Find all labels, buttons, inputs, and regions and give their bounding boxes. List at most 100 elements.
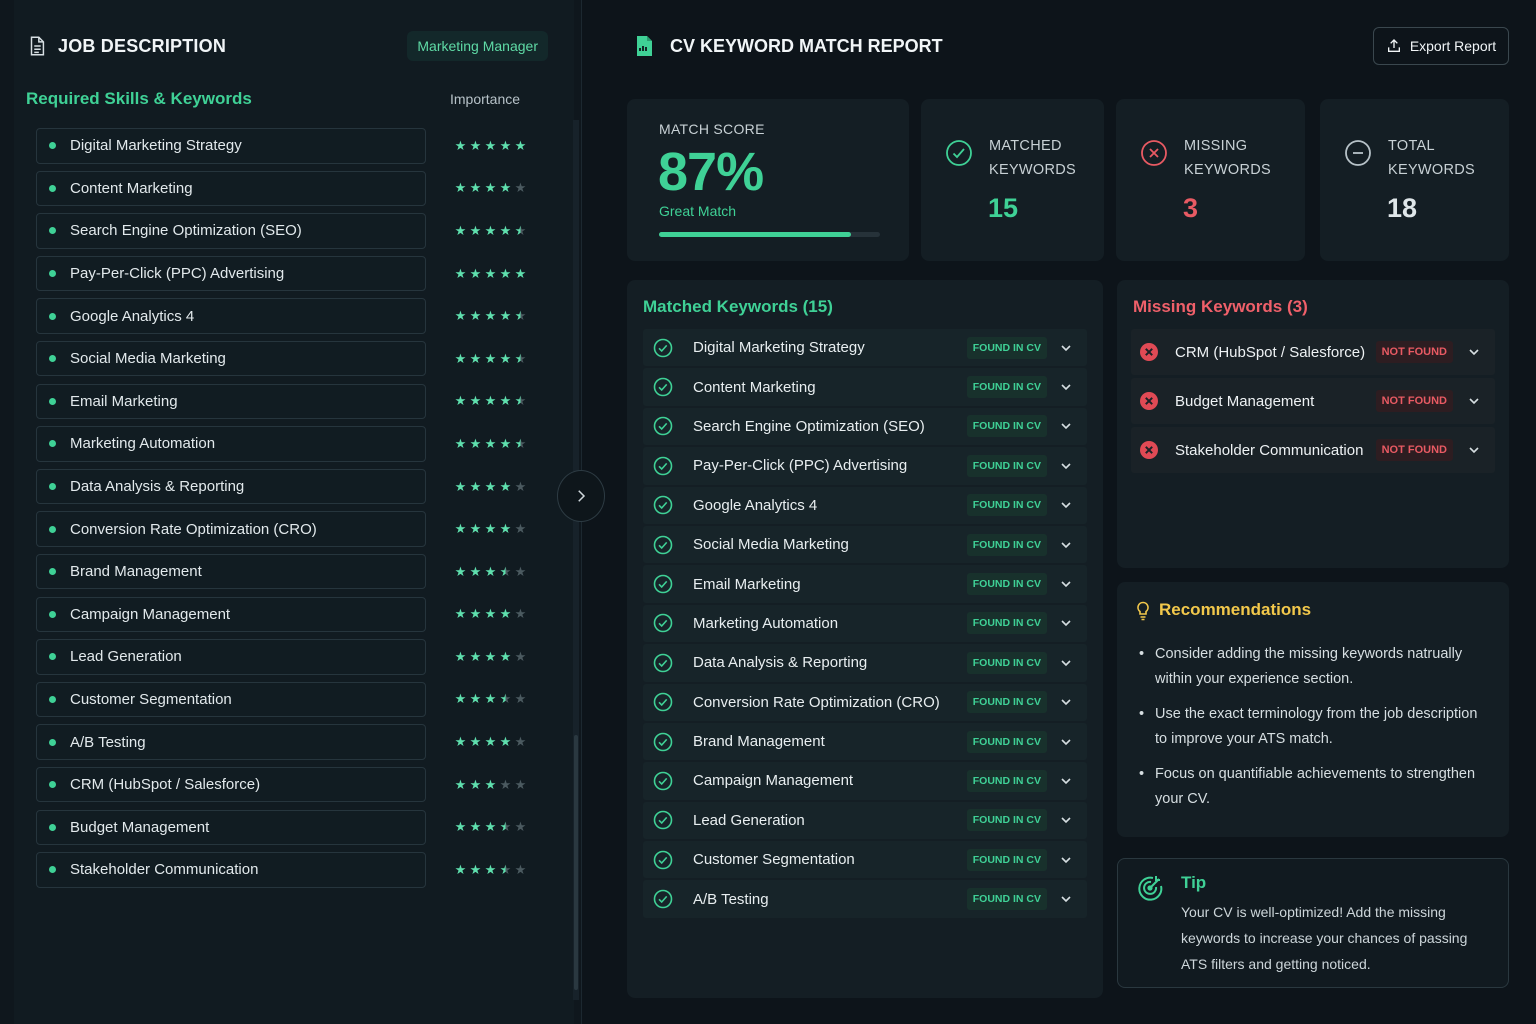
star-icon: ★ — [469, 265, 482, 281]
skill-name: Social Media Marketing — [70, 350, 226, 368]
matched-keyword-row[interactable]: Email Marketing FOUND IN CV — [643, 565, 1087, 603]
chevron-down-icon[interactable] — [1059, 577, 1073, 591]
check-circle-icon — [946, 140, 972, 166]
matched-keyword-row[interactable]: Customer Segmentation FOUND IN CV — [643, 841, 1087, 879]
missing-keyword-name: Budget Management — [1175, 392, 1315, 410]
skills-scrollbar-track[interactable] — [573, 120, 579, 1000]
star-icon: ★ — [484, 776, 497, 792]
chevron-down-icon[interactable] — [1059, 616, 1073, 630]
star-icon: ★ — [499, 648, 512, 664]
matched-keyword-row[interactable]: Brand Management FOUND IN CV — [643, 722, 1087, 761]
chevron-down-icon[interactable] — [1059, 774, 1073, 788]
chevron-down-icon[interactable] — [1467, 345, 1481, 359]
bullet-dot — [49, 695, 56, 703]
star-icon: ★ — [454, 308, 467, 324]
chevron-down-icon[interactable] — [1059, 380, 1073, 394]
star-icon: ★ — [454, 521, 467, 537]
matched-keyword-row[interactable]: Social Media Marketing FOUND IN CV — [643, 525, 1087, 564]
star-icon: ★ — [484, 521, 497, 537]
chevron-down-icon[interactable] — [1059, 853, 1073, 867]
matched-keyword-row[interactable]: Content Marketing FOUND IN CV — [643, 368, 1087, 406]
x-circle-icon — [1139, 440, 1159, 460]
importance-rating: ★ ★ ★ ★ ★ — [454, 734, 527, 750]
found-badge: FOUND IN CV — [966, 888, 1047, 911]
chevron-down-icon[interactable] — [1059, 813, 1073, 827]
chevron-down-icon[interactable] — [1059, 656, 1073, 670]
matched-keyword-row[interactable]: Data Analysis & Reporting FOUND IN CV — [643, 644, 1087, 682]
star-icon: ★ — [484, 691, 497, 707]
chevron-down-icon[interactable] — [1059, 892, 1073, 906]
chevron-down-icon[interactable] — [1467, 443, 1481, 457]
skill-row: A/B Testing ★ ★ ★ ★ ★ — [36, 724, 536, 760]
skill-item: Social Media Marketing — [36, 340, 426, 377]
upload-icon — [1387, 39, 1400, 52]
not-found-badge: NOT FOUND — [1375, 341, 1453, 363]
matched-keyword-row[interactable]: Campaign Management FOUND IN CV — [643, 762, 1087, 800]
star-icon: ★ — [514, 563, 527, 579]
chevron-down-icon[interactable] — [1059, 735, 1073, 749]
matched-keyword-row[interactable]: Google Analytics 4 FOUND IN CV — [643, 486, 1087, 524]
skill-row: CRM (HubSpot / Salesforce) ★ ★ ★ ★ ★ — [36, 766, 536, 803]
chevron-down-icon[interactable] — [1059, 419, 1073, 433]
matched-keyword-row[interactable]: Pay-Per-Click (PPC) Advertising FOUND IN … — [643, 447, 1087, 485]
skill-row: Social Media Marketing ★ ★ ★ ★ ★ — [36, 340, 536, 377]
missing-keyword-row[interactable]: Stakeholder Communication NOT FOUND — [1131, 427, 1495, 473]
matched-keywords-card: MATCHED KEYWORDS 15 — [921, 99, 1104, 261]
importance-rating: ★ ★ ★ ★ ★ — [454, 649, 527, 665]
tip-text: Your CV is well-optimized! Add the missi… — [1181, 904, 1468, 972]
x-circle-icon — [1139, 391, 1159, 411]
panel-toggle-button[interactable] — [557, 470, 605, 522]
star-icon: ★ — [454, 861, 467, 877]
chevron-down-icon[interactable] — [1059, 498, 1073, 512]
chevron-down-icon[interactable] — [1467, 394, 1481, 408]
match-quality: Great Match — [659, 203, 737, 219]
matched-keyword-name: Digital Marketing Strategy — [693, 339, 865, 357]
bullet-dot — [49, 866, 56, 874]
star-icon: ★ — [514, 350, 527, 366]
skill-row: Content Marketing ★ ★ ★ ★ ★ — [36, 170, 536, 207]
matched-keyword-row[interactable]: Marketing Automation FOUND IN CV — [643, 604, 1087, 643]
matched-keyword-row[interactable]: Search Engine Optimization (SEO) FOUND IN… — [643, 407, 1087, 446]
matched-keyword-name: Content Marketing — [693, 378, 816, 396]
star-icon: ★ — [484, 648, 497, 664]
total-keywords-count: 18 — [1387, 193, 1418, 223]
chevron-down-icon[interactable] — [1059, 341, 1073, 355]
star-icon: ★ — [499, 350, 512, 366]
star-icon: ★ — [484, 308, 497, 324]
skill-name: Search Engine Optimization (SEO) — [70, 222, 302, 240]
chevron-down-icon[interactable] — [1059, 538, 1073, 552]
bullet-dot — [49, 781, 56, 789]
matched-keyword-row[interactable]: Digital Marketing Strategy FOUND IN CV — [643, 329, 1087, 367]
matched-keyword-row[interactable]: Conversion Rate Optimization (CRO) FOUND … — [643, 683, 1087, 721]
role-badge: Marketing Manager — [407, 31, 548, 61]
star-icon: ★ — [499, 435, 512, 451]
star-icon: ★ — [469, 180, 482, 196]
skill-name: Content Marketing — [70, 179, 193, 197]
star-icon: ★ — [514, 265, 527, 281]
missing-keyword-row[interactable]: CRM (HubSpot / Salesforce) NOT FOUND — [1131, 329, 1495, 375]
star-icon: ★ — [499, 861, 512, 877]
skills-scrollbar-thumb[interactable] — [574, 735, 578, 990]
missing-keyword-row[interactable]: Budget Management NOT FOUND — [1131, 378, 1495, 424]
importance-rating: ★ ★ ★ ★ ★ — [454, 180, 527, 196]
chevron-down-icon[interactable] — [1059, 459, 1073, 473]
matched-keyword-name: Pay-Per-Click (PPC) Advertising — [693, 457, 908, 475]
matched-keyword-row[interactable]: A/B Testing FOUND IN CV — [643, 880, 1087, 918]
skill-row: Customer Segmentation ★ ★ ★ ★ ★ — [36, 681, 536, 718]
bullet-dot — [49, 227, 56, 235]
skill-row: Digital Marketing Strategy ★ ★ ★ ★ ★ — [36, 128, 536, 164]
bullet-dot — [49, 653, 56, 661]
export-report-button[interactable]: Export Report — [1373, 27, 1509, 65]
job-description-title: JOB DESCRIPTION — [58, 35, 227, 56]
matched-keyword-row[interactable]: Lead Generation FOUND IN CV — [643, 801, 1087, 840]
skill-row: Conversion Rate Optimization (CRO) ★ ★ ★ ★ ★ — [36, 511, 536, 547]
chevron-down-icon[interactable] — [1059, 695, 1073, 709]
found-badge: FOUND IN CV — [966, 848, 1047, 871]
skill-name: Budget Management — [70, 818, 210, 836]
skill-name: Stakeholder Communication — [70, 861, 259, 879]
skill-name: CRM (HubSpot / Salesforce) — [70, 776, 261, 794]
star-icon: ★ — [499, 734, 512, 750]
importance-rating: ★ ★ ★ ★ ★ — [454, 266, 527, 282]
skill-item: Customer Segmentation — [36, 681, 426, 718]
skill-item: Search Engine Optimization (SEO) — [36, 213, 426, 249]
